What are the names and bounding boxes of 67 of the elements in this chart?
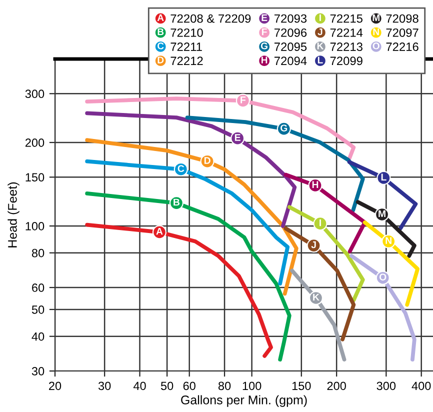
x-tick-label: 300: [376, 382, 396, 390]
legend-label: 72212: [170, 56, 203, 66]
annotation: D: [204, 157, 210, 164]
y-tick-label: 200: [25, 138, 44, 147]
y-axis-title: Head (Feet): [8, 182, 20, 248]
annotation: B: [174, 198, 180, 206]
annotation: E: [234, 134, 240, 141]
x-tick-label: 50: [160, 382, 174, 390]
x-tick-label: 80: [218, 382, 231, 390]
annotation: H: [312, 181, 318, 188]
x-axis-title: Gallons per Min. (gpm): [181, 395, 307, 407]
annotation: K: [313, 294, 320, 301]
legend-label: 72096: [274, 28, 307, 37]
x-tick-label: 400: [412, 382, 431, 390]
annotation: G: [280, 124, 288, 132]
annotation: M: [378, 210, 386, 218]
legend-label: 72211: [170, 42, 202, 51]
annotation: N: [386, 237, 392, 244]
legend-label: 72208 & 72209: [170, 14, 251, 23]
x-tick-label: 100: [242, 382, 262, 390]
y-tick-label: 150: [26, 173, 44, 182]
x-tick-label: 60: [183, 382, 196, 390]
legend-label: 72215: [330, 14, 362, 23]
text: N: [373, 28, 379, 36]
text: G: [260, 42, 268, 50]
annotation: I: [320, 219, 321, 226]
annotation: C: [178, 165, 184, 172]
text: M: [372, 14, 380, 21]
legend-label: 72093: [274, 14, 307, 23]
y-tick-label: 40: [32, 332, 44, 341]
legend-label: 72216: [386, 42, 418, 52]
annotation: L: [381, 174, 386, 180]
text: J: [318, 28, 322, 36]
text: C: [158, 42, 164, 50]
x-tick-label: 20: [49, 382, 62, 390]
text: I: [320, 14, 321, 21]
legend-label: 72097: [386, 28, 418, 37]
y-tick-label: 60: [32, 284, 44, 292]
y-tick-label: 30: [32, 367, 44, 376]
annotation: J: [311, 241, 316, 248]
y-tick-label: 300: [25, 90, 44, 98]
text: B: [158, 28, 164, 36]
annotation: F: [240, 96, 246, 104]
text: L: [318, 56, 323, 64]
x-tick-label: 30: [98, 382, 111, 390]
annotation: A: [156, 228, 163, 235]
annotation: O: [379, 274, 386, 280]
text: K: [317, 42, 324, 50]
text: H: [262, 56, 268, 64]
x-tick-label: 200: [327, 382, 346, 390]
text: O: [372, 42, 380, 50]
legend-label: 72214: [330, 28, 363, 37]
text: D: [158, 56, 164, 64]
legend-label: 72098: [386, 14, 418, 23]
y-tick-label: 100: [26, 222, 44, 230]
legend-label: 72213: [330, 42, 362, 52]
legend-label: 72095: [274, 42, 307, 52]
y-tick-label: 80: [32, 248, 44, 258]
text: A: [157, 14, 164, 21]
x-tick-label: 40: [133, 382, 146, 390]
y-tick-label: 50: [32, 306, 44, 314]
legend-label: 72094: [274, 56, 307, 66]
legend-label: 72099: [330, 56, 362, 66]
legend-label: 72210: [170, 28, 203, 37]
text: F: [262, 28, 267, 36]
text: E: [262, 14, 268, 21]
x-tick-label: 150: [292, 382, 311, 390]
